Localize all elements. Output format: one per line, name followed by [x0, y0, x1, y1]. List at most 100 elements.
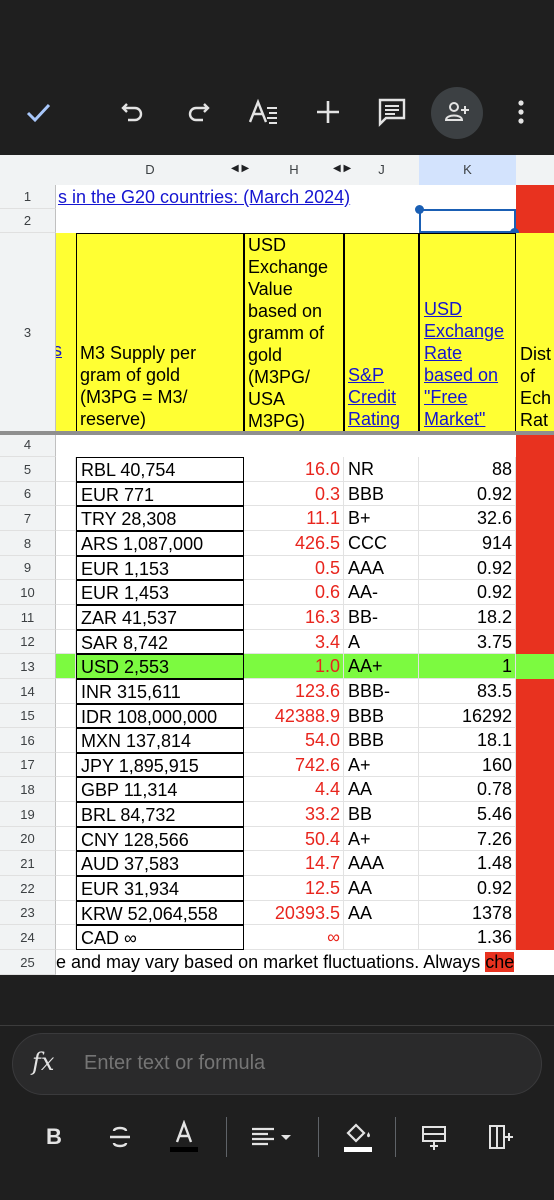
table-cell[interactable] — [56, 901, 76, 925]
table-cell[interactable] — [56, 925, 76, 950]
selection-handle-icon[interactable] — [510, 228, 519, 237]
usd-value-cell[interactable]: 123.6 — [244, 679, 344, 704]
header-usd-rate[interactable]: USD Exchange Rate based on "Free Market" — [419, 233, 516, 433]
usd-rate-cell[interactable]: 32.6 — [419, 506, 516, 531]
check-icon[interactable] — [16, 90, 60, 134]
row-header[interactable]: 19 — [0, 802, 56, 827]
usd-value-cell[interactable]: 0.5 — [244, 556, 344, 580]
table-cell[interactable] — [56, 753, 76, 777]
m3-supply-cell[interactable]: AUD 37,583 — [76, 851, 244, 876]
usd-rate-cell[interactable]: 1.48 — [419, 851, 516, 876]
m3-supply-cell[interactable]: ZAR 41,537 — [76, 605, 244, 630]
m3-supply-cell[interactable]: MXN 137,814 — [76, 728, 244, 753]
row-header[interactable]: 12 — [0, 630, 56, 654]
table-cell[interactable] — [56, 605, 76, 630]
table-cell[interactable] — [56, 630, 76, 654]
sp-rating-cell[interactable]: A+ — [344, 753, 419, 777]
usd-rate-cell[interactable]: 16292 — [419, 704, 516, 728]
row-header[interactable]: 23 — [0, 901, 56, 925]
usd-rate-cell[interactable]: 7.26 — [419, 827, 516, 851]
usd-rate-cell[interactable]: 160 — [419, 753, 516, 777]
m3-supply-cell[interactable]: IDR 108,000,000 — [76, 704, 244, 728]
usd-rate-cell[interactable]: 3.75 — [419, 630, 516, 654]
usd-rate-cell[interactable]: 1 — [419, 654, 516, 679]
sp-rating-cell[interactable]: BBB — [344, 728, 419, 753]
row-header[interactable]: 18 — [0, 777, 56, 802]
m3-supply-cell[interactable]: CNY 128,566 — [76, 827, 244, 851]
freeze-divider[interactable] — [0, 431, 554, 435]
text-color-icon[interactable] — [162, 1115, 206, 1159]
usd-value-cell[interactable]: 20393.5 — [244, 901, 344, 925]
usd-value-cell[interactable]: 742.6 — [244, 753, 344, 777]
spreadsheet-grid[interactable]: 1 2 3 4 5 6 7 8 9 10 11 12 13 14 15 16 17 18 19 20 21 22 2… — [0, 185, 554, 975]
usd-value-cell[interactable]: 12.5 — [244, 876, 344, 901]
m3-supply-cell[interactable]: RBL 40,754 — [76, 457, 244, 482]
share-button[interactable] — [431, 87, 483, 139]
usd-rate-cell[interactable]: 18.2 — [419, 605, 516, 630]
usd-value-cell[interactable]: 14.7 — [244, 851, 344, 876]
hidden-columns-arrow-icon[interactable]: ◀ ▶ — [333, 163, 352, 174]
sp-rating-cell[interactable]: BBB — [344, 482, 419, 506]
usd-value-cell[interactable]: 426.5 — [244, 531, 344, 556]
sheet-title-link[interactable]: s in the G20 countries: (March 2024) — [58, 187, 351, 207]
row-header[interactable]: 17 — [0, 753, 56, 777]
column-header-k[interactable]: K — [419, 155, 516, 185]
usd-value-cell[interactable]: 4.4 — [244, 777, 344, 802]
usd-rate-cell[interactable]: 0.92 — [419, 556, 516, 580]
sp-rating-cell[interactable]: AA — [344, 777, 419, 802]
row-header[interactable]: 9 — [0, 556, 56, 580]
m3-supply-cell[interactable]: USD 2,553 — [76, 654, 244, 679]
usd-rate-cell[interactable]: 88 — [419, 457, 516, 482]
row-header[interactable]: 2 — [0, 209, 56, 233]
usd-value-cell[interactable]: 50.4 — [244, 827, 344, 851]
usd-rate-cell[interactable]: 914 — [419, 531, 516, 556]
row-header[interactable]: 11 — [0, 605, 56, 630]
usd-value-cell[interactable]: 16.0 — [244, 457, 344, 482]
table-cell[interactable] — [56, 679, 76, 704]
row-header[interactable]: 14 — [0, 679, 56, 704]
m3-supply-cell[interactable]: TRY 28,308 — [76, 506, 244, 531]
sp-rating-cell[interactable]: AA — [344, 876, 419, 901]
row-header[interactable]: 15 — [0, 704, 56, 728]
align-icon[interactable] — [247, 1115, 299, 1159]
table-cell[interactable] — [56, 704, 76, 728]
sp-rating-cell[interactable]: B+ — [344, 506, 419, 531]
sp-rating-cell[interactable]: BBB- — [344, 679, 419, 704]
m3-supply-cell[interactable]: GBP 11,314 — [76, 777, 244, 802]
usd-value-cell[interactable]: 11.1 — [244, 506, 344, 531]
sp-rating-cell[interactable]: BBB — [344, 704, 419, 728]
table-cell[interactable] — [56, 876, 76, 901]
insert-row-icon[interactable] — [412, 1115, 456, 1159]
m3-supply-cell[interactable]: EUR 1,453 — [76, 580, 244, 605]
sp-rating-cell[interactable]: BB — [344, 802, 419, 827]
usd-value-cell[interactable]: 0.3 — [244, 482, 344, 506]
sp-rating-cell[interactable] — [344, 925, 419, 950]
row-header[interactable]: 21 — [0, 851, 56, 876]
column-header-l[interactable] — [516, 155, 554, 185]
usd-rate-cell[interactable]: 1.36 — [419, 925, 516, 950]
table-cell[interactable] — [56, 827, 76, 851]
selected-cell[interactable] — [419, 209, 516, 233]
row-header[interactable]: 7 — [0, 506, 56, 531]
usd-rate-cell[interactable]: 0.78 — [419, 777, 516, 802]
row-header[interactable]: 8 — [0, 531, 56, 556]
hidden-columns-arrow-icon[interactable]: ◀ ▶ — [231, 163, 250, 174]
fill-color-icon[interactable] — [336, 1115, 380, 1159]
row-header[interactable]: 10 — [0, 580, 56, 605]
row-header[interactable]: 22 — [0, 876, 56, 901]
table-cell[interactable] — [56, 457, 76, 482]
usd-rate-cell[interactable]: 0.92 — [419, 876, 516, 901]
usd-rate-cell[interactable]: 0.92 — [419, 580, 516, 605]
header-sp-text[interactable]: S&P Credit Rating — [348, 365, 401, 429]
row-header[interactable]: 3 — [0, 233, 56, 433]
table-cell[interactable] — [56, 802, 76, 827]
formula-input[interactable] — [82, 1051, 516, 1076]
m3-supply-cell[interactable]: JPY 1,895,915 — [76, 753, 244, 777]
usd-value-cell[interactable]: ∞ — [244, 925, 344, 950]
usd-value-cell[interactable]: 1.0 — [244, 654, 344, 679]
usd-rate-cell[interactable]: 18.1 — [419, 728, 516, 753]
row-header[interactable]: 5 — [0, 457, 56, 482]
bold-button[interactable]: B — [46, 1124, 62, 1149]
m3-supply-cell[interactable]: EUR 1,153 — [76, 556, 244, 580]
usd-value-cell[interactable]: 16.3 — [244, 605, 344, 630]
